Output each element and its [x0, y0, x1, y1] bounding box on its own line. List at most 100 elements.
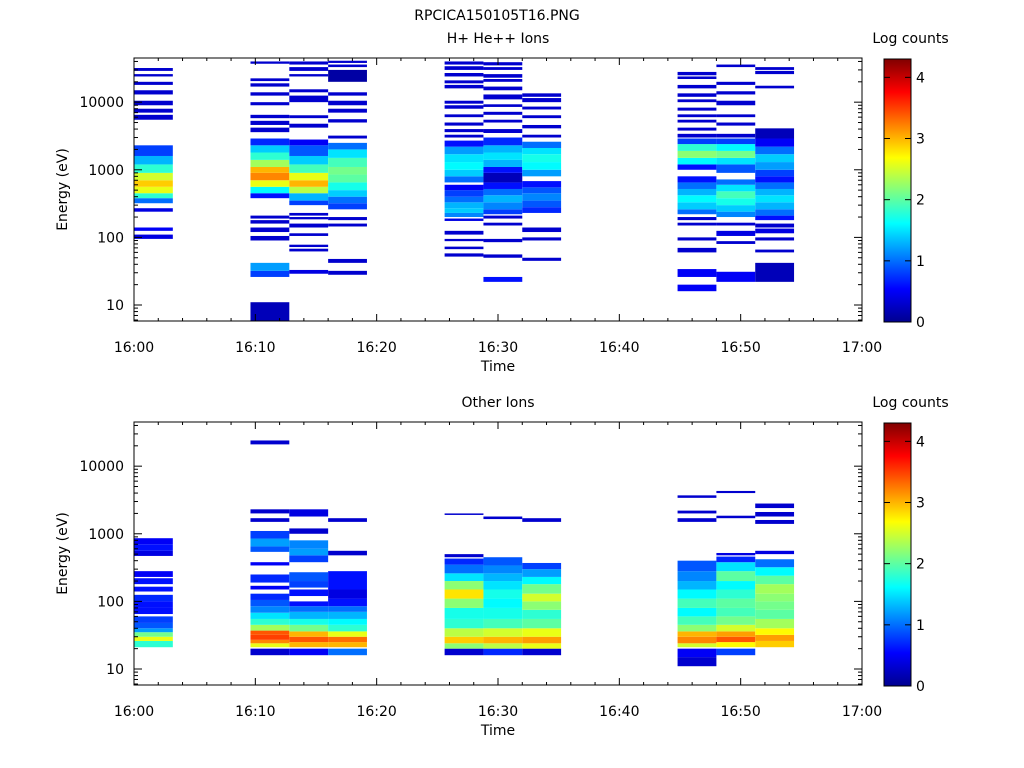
- time-column-9: [716, 64, 756, 282]
- heatmap-cell: [250, 127, 290, 133]
- colorbar-label: Log counts: [872, 31, 948, 47]
- heatmap-cell: [755, 575, 795, 585]
- heatmap-cell: [250, 193, 290, 199]
- heatmap-cell: [250, 574, 290, 583]
- heatmap-cell: [250, 186, 290, 194]
- heatmap-cell: [444, 558, 484, 565]
- heatmap-cell: [328, 642, 367, 648]
- heatmap-cell: [483, 94, 523, 100]
- heatmap-cell: [328, 550, 367, 556]
- heatmap-cell: [755, 228, 795, 234]
- heatmap-cell: [289, 548, 329, 556]
- heatmap-cell: [289, 115, 329, 119]
- heatmap-cell: [444, 169, 484, 177]
- heatmap-cell: [716, 157, 756, 165]
- heatmap-cell: [755, 182, 795, 189]
- heatmap-cell: [289, 244, 329, 248]
- colorbar-tick-label: 3: [916, 132, 925, 148]
- time-column-4: [328, 60, 367, 275]
- heatmap-cell: [444, 134, 484, 138]
- heatmap-cell: [677, 99, 717, 103]
- heatmap-cell: [134, 234, 173, 239]
- colorbar-label: Log counts: [872, 395, 948, 411]
- heatmap-cell: [677, 631, 717, 637]
- heatmap-cell: [328, 270, 367, 275]
- heatmap-cell: [328, 100, 367, 106]
- heatmap-cell: [677, 616, 717, 625]
- heatmap-cells: [134, 60, 795, 321]
- time-column-2: [250, 61, 290, 321]
- heatmap-cell: [483, 254, 523, 258]
- colorbar-scale: [883, 422, 912, 687]
- heatmap-cell: [289, 67, 329, 71]
- heatmap-cell: [522, 124, 562, 129]
- heatmap-cell: [328, 631, 367, 637]
- heatmap-cell: [483, 159, 523, 167]
- heatmap-cell: [328, 518, 367, 522]
- heatmap-cell: [716, 191, 756, 199]
- heatmap-cell: [483, 111, 523, 115]
- heatmap-cell: [716, 198, 756, 206]
- heatmap-cell: [677, 636, 717, 644]
- heatmap-cell: [483, 648, 523, 656]
- heatmap-cell: [522, 162, 562, 170]
- heatmap-cell: [289, 601, 329, 607]
- colorbar-scale: [883, 58, 912, 323]
- heatmap-cell: [250, 630, 290, 635]
- heatmap-cell: [328, 589, 367, 599]
- x-tick-label: 17:00: [842, 340, 882, 356]
- heatmap-cell: [134, 227, 173, 231]
- heatmap-cell: [483, 137, 523, 146]
- y-tick-label: 10: [106, 298, 124, 314]
- heatmap-cell: [444, 184, 484, 191]
- heatmap-cell: [444, 598, 484, 608]
- heatmap-cell: [483, 209, 523, 215]
- colorbar-tick-label: 2: [916, 557, 925, 573]
- heatmap-cell: [716, 562, 756, 572]
- heatmap-cell: [716, 100, 756, 106]
- heatmap-cell: [250, 639, 290, 644]
- heatmap-cell: [250, 152, 290, 160]
- heatmap-cell: [677, 581, 717, 590]
- heatmap-cell: [483, 145, 523, 153]
- heatmap-cell: [444, 80, 484, 84]
- time-column-1: [134, 68, 173, 239]
- heatmap-cell: [522, 618, 562, 629]
- heatmap-cell: [328, 190, 367, 197]
- colorbar: Log counts 0 1 2 3 4: [872, 395, 948, 695]
- heatmap-cell: [444, 230, 484, 235]
- heatmap-cell: [134, 594, 173, 602]
- x-axis-label: Time: [480, 359, 515, 375]
- heatmap-cell: [289, 233, 329, 236]
- time-column-9: [716, 490, 756, 656]
- heatmap-cell: [250, 538, 290, 547]
- figure-title: RPCICA150105T16.PNG: [414, 8, 579, 24]
- heatmap-cell: [250, 606, 290, 613]
- heatmap-cell: [522, 227, 562, 233]
- colorbar-tick-label: 1: [916, 254, 925, 270]
- heatmap-cell: [250, 215, 290, 219]
- heatmap-cell: [289, 145, 329, 156]
- y-axis-label: Energy (eV): [55, 512, 71, 595]
- heatmap-cells: [134, 440, 795, 667]
- heatmap-cell: [483, 276, 523, 282]
- heatmap-cell: [289, 172, 329, 181]
- heatmap-cell: [755, 601, 795, 610]
- heatmap-cell: [755, 67, 795, 70]
- heatmap-cell: [677, 643, 717, 648]
- heatmap-cell: [328, 135, 367, 139]
- heatmap-cell: [134, 198, 173, 204]
- time-column-7: [522, 518, 562, 656]
- heatmap-cell: [522, 200, 562, 208]
- heatmap-cell: [328, 60, 367, 63]
- heatmap-cell: [716, 164, 756, 173]
- heatmap-cell: [250, 585, 290, 590]
- heatmap-cell: [483, 172, 523, 183]
- heatmap-cell: [444, 122, 484, 126]
- heatmap-cell: [250, 78, 290, 82]
- heatmap-cell: [483, 74, 523, 78]
- heatmap-cell: [677, 138, 717, 145]
- heatmap-cell: [716, 241, 756, 244]
- time-column-2: [250, 440, 290, 656]
- heatmap-cell: [328, 618, 367, 625]
